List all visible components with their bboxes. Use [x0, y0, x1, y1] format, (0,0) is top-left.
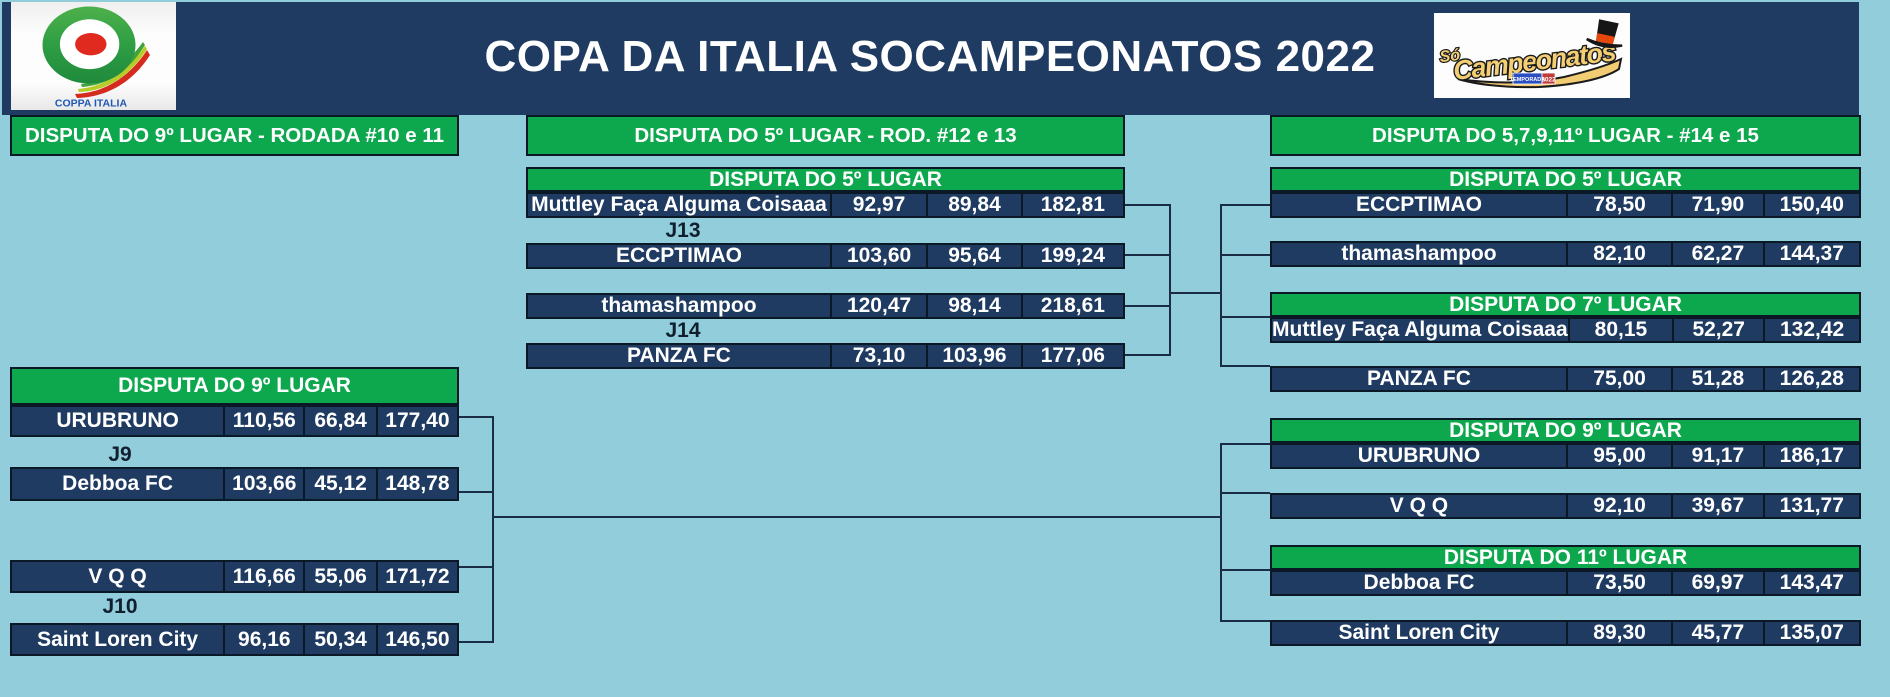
svg-text:Só: Só	[1439, 47, 1462, 66]
svg-text:TEMPORADA: TEMPORADA	[1510, 77, 1545, 83]
svg-text:COPPA ITALIA: COPPA ITALIA	[55, 98, 128, 110]
svg-text:2022: 2022	[1541, 77, 1556, 84]
